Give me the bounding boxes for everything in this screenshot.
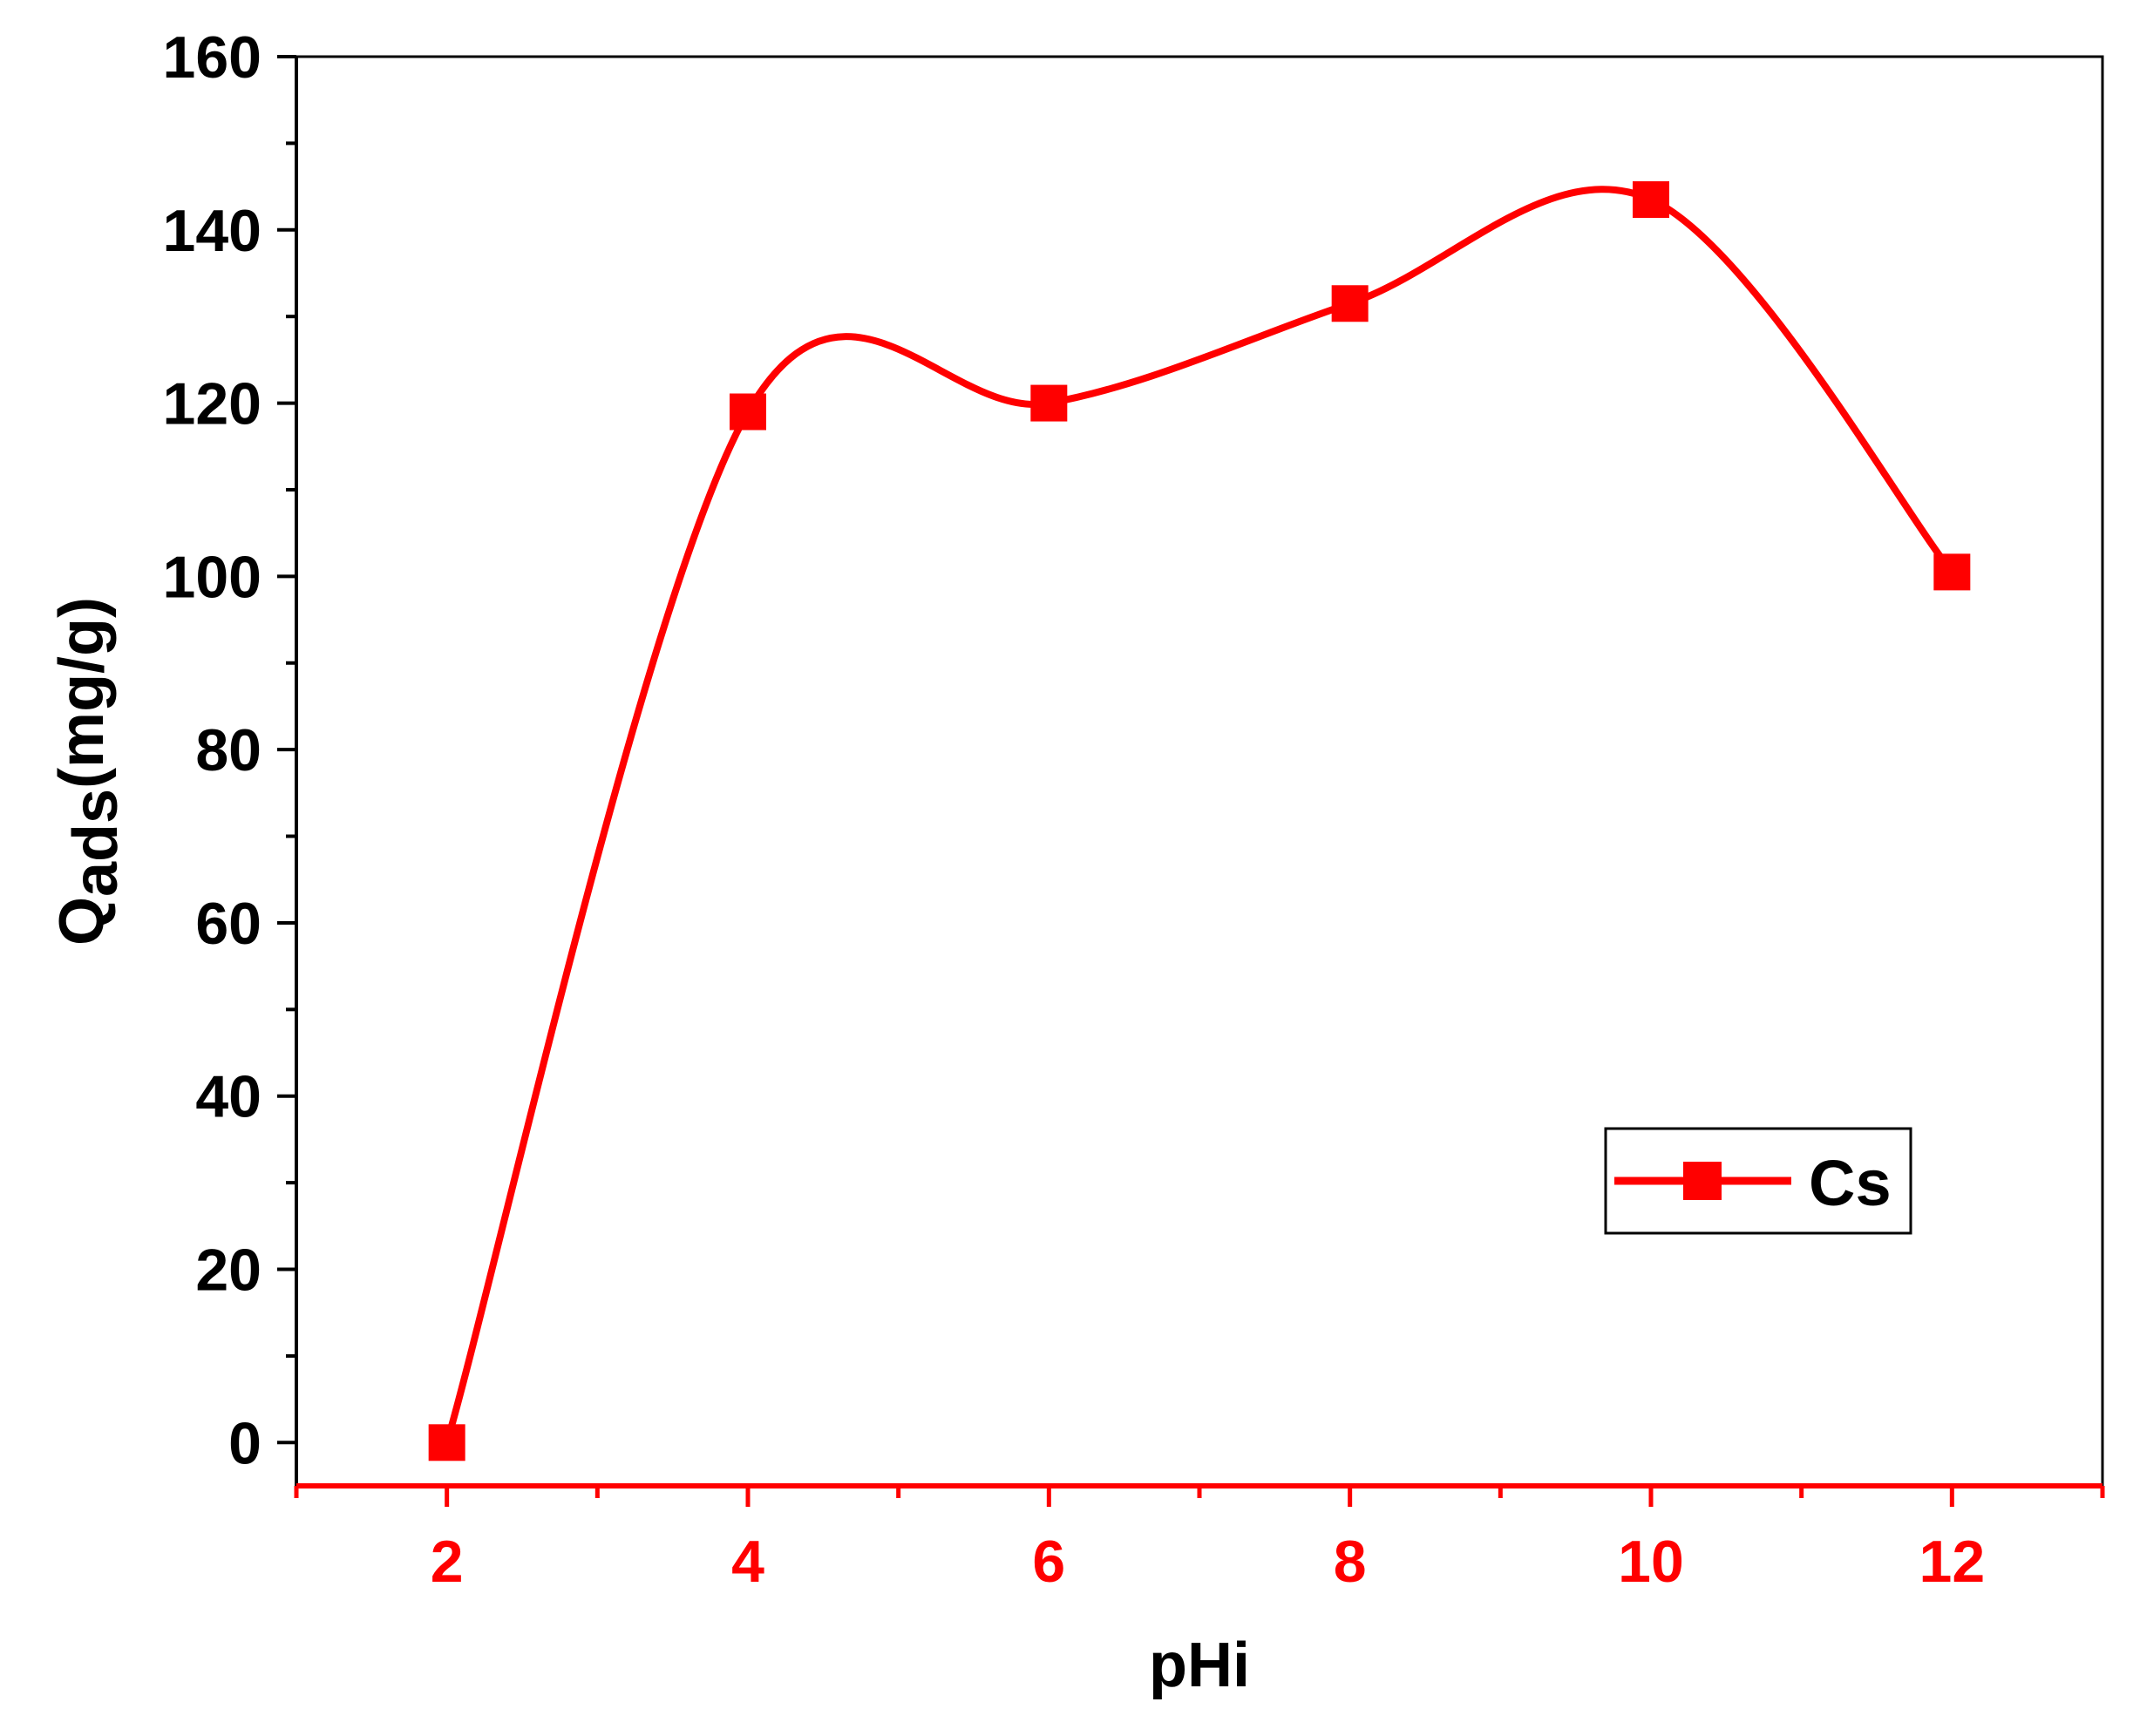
- x-axis-title: pHi: [1149, 1631, 1250, 1700]
- x-tick-label: 12: [1919, 1529, 1986, 1595]
- data-point: [1933, 553, 1971, 591]
- y-tick-label: 20: [195, 1238, 262, 1304]
- y-tick-label: 60: [195, 891, 262, 957]
- data-point: [1633, 181, 1669, 218]
- y-tick-label: 120: [163, 371, 262, 437]
- data-point: [730, 393, 766, 431]
- plot-frame: [295, 55, 2104, 1488]
- legend: Cs: [1604, 1127, 1912, 1235]
- x-axis: 2 4 6 8 10 12: [294, 1483, 2105, 1595]
- y-tick-label: 140: [163, 198, 262, 264]
- data-point: [428, 1424, 465, 1461]
- y-tick-label: 100: [163, 544, 262, 610]
- y-axis-title: Qads(mg/g): [47, 597, 131, 946]
- data-point: [1331, 285, 1369, 322]
- y-tick-label: 40: [195, 1064, 262, 1130]
- series-layer: [428, 181, 1971, 1461]
- legend-marker: [1683, 1162, 1722, 1200]
- x-tick-label: 10: [1618, 1529, 1684, 1595]
- series-line: [443, 186, 1956, 1447]
- x-tick-label: 6: [1032, 1529, 1065, 1595]
- y-axis-title-sub: ads: [61, 789, 131, 897]
- y-axis-title-main: Q: [47, 897, 117, 946]
- x-tick-label: 4: [731, 1529, 764, 1595]
- y-tick-label: 0: [228, 1410, 262, 1476]
- legend-label: Cs: [1809, 1147, 1892, 1219]
- x-tick-label: 8: [1334, 1529, 1367, 1595]
- x-tick-label: 2: [431, 1529, 464, 1595]
- y-axis-title-unit: (mg/g): [47, 597, 117, 789]
- y-axis: 0 20 40 60 80 100 120 140 160: [163, 24, 298, 1486]
- data-point: [1030, 384, 1068, 422]
- y-tick-label: 160: [163, 24, 262, 91]
- y-tick-label: 80: [195, 717, 262, 783]
